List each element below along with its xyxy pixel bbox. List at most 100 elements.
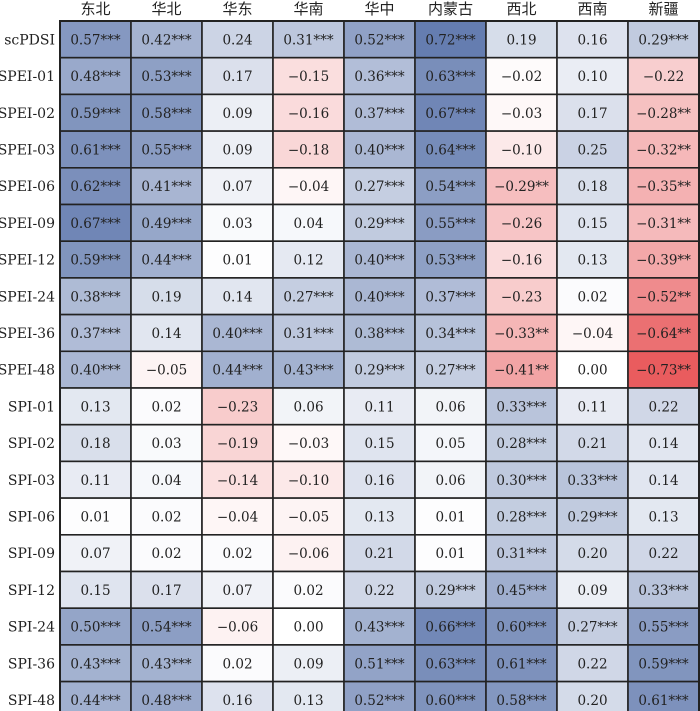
- cell-value: 0.06: [293, 399, 323, 415]
- heatmap-cell: [59, 93, 132, 132]
- cell-value: −0.10: [288, 473, 329, 489]
- heatmap-cell: [414, 607, 487, 646]
- column-header: 西北: [506, 0, 536, 18]
- cell-value: 0.60***: [425, 693, 476, 709]
- cell-value: −0.26: [501, 216, 542, 232]
- heatmap-cell: [130, 130, 203, 169]
- cell-value: 0.54***: [141, 620, 192, 636]
- cell-value: 0.25: [577, 142, 607, 158]
- cell-value: −0.23: [217, 399, 258, 415]
- row-label: SPI-36: [8, 656, 55, 672]
- cell-value: 0.63***: [425, 656, 476, 672]
- cell-value: 0.66***: [425, 620, 476, 636]
- heatmap-cell: [414, 497, 487, 536]
- cell-value: 0.21: [577, 436, 607, 452]
- row-label: SPEI-24: [0, 289, 55, 305]
- cell-value: 0.24: [222, 32, 252, 48]
- cell-value: 0.07: [222, 179, 252, 195]
- cell-value: 0.14: [648, 436, 678, 452]
- heatmap-cell: [556, 56, 629, 96]
- cell-value: 0.01: [435, 546, 465, 562]
- heatmap-cell: [343, 240, 416, 279]
- cell-value: 0.17: [151, 583, 181, 599]
- heatmap-cell: [627, 277, 700, 316]
- cell-value: −0.04: [217, 509, 258, 525]
- heatmap-cell: [556, 20, 629, 59]
- heatmap-cell: [556, 680, 629, 711]
- heatmap-cell: [414, 313, 487, 353]
- cell-value: 0.33***: [567, 473, 618, 489]
- cell-value: 0.22: [648, 546, 678, 562]
- cell-value: 0.09: [293, 656, 323, 672]
- cell-value: 0.30***: [496, 473, 547, 489]
- cell-value: −0.15: [288, 69, 329, 85]
- heatmap-cell: [556, 460, 629, 499]
- column-header: 华东: [222, 0, 252, 18]
- cell-value: 0.09: [577, 583, 607, 599]
- cell-value: −0.04: [572, 326, 613, 342]
- heatmap-cell: [485, 240, 558, 279]
- cell-value: 0.53***: [425, 253, 476, 269]
- row-label: SPI-12: [8, 583, 55, 599]
- cell-value: 0.52***: [354, 693, 405, 709]
- cell-value: 0.17: [577, 106, 607, 122]
- cell-value: 0.16: [222, 693, 252, 709]
- cell-value: 0.28***: [496, 436, 547, 452]
- heatmap-cell: [59, 167, 132, 206]
- cell-value: 0.02: [577, 289, 607, 305]
- cell-value: 0.12: [293, 253, 323, 269]
- column-header: 东北: [80, 0, 110, 18]
- cell-value: 0.09: [222, 142, 252, 158]
- heatmap-cell: [485, 350, 558, 389]
- row-label: SPEI-09: [0, 216, 55, 232]
- cell-value: −0.52**: [636, 289, 691, 305]
- row-label: SPEI-02: [0, 106, 55, 122]
- cell-value: 0.18: [80, 436, 110, 452]
- cell-value: 0.59***: [70, 106, 121, 122]
- cell-value: −0.02: [501, 69, 542, 85]
- cell-value: 0.29***: [425, 583, 476, 599]
- heatmap-cell: [272, 680, 345, 711]
- cell-value: −0.28**: [636, 106, 691, 122]
- row-label: SPEI-36: [0, 326, 55, 342]
- cell-value: −0.05: [288, 509, 329, 525]
- cell-value: 0.61***: [496, 656, 547, 672]
- cell-value: 0.11: [364, 399, 394, 415]
- cell-value: 0.40***: [212, 326, 263, 342]
- cell-value: 0.72***: [425, 32, 476, 48]
- heatmap-cell: [130, 20, 203, 59]
- cell-value: 0.11: [577, 399, 607, 415]
- cell-value: 0.48***: [70, 69, 121, 85]
- cell-value: 0.11: [80, 473, 110, 489]
- heatmap-cell: [343, 56, 416, 96]
- cell-value: 0.02: [151, 399, 181, 415]
- cell-value: −0.06: [288, 546, 329, 562]
- cell-value: 0.31***: [283, 32, 334, 48]
- heatmap-cell: [130, 460, 203, 499]
- row-label: SPEI-48: [0, 363, 55, 379]
- row-label: SPI-48: [8, 693, 55, 709]
- heatmap-cell: [627, 644, 700, 683]
- heatmap-cell: [201, 203, 274, 243]
- cell-value: −0.39**: [636, 253, 691, 269]
- cell-value: 0.38***: [70, 289, 121, 305]
- cell-value: 0.53***: [141, 69, 192, 85]
- cell-value: −0.04: [288, 179, 329, 195]
- cell-value: 0.63***: [425, 69, 476, 85]
- cell-value: 0.04: [151, 473, 181, 489]
- cell-value: 0.38***: [354, 326, 405, 342]
- heatmap-cell: [201, 56, 274, 96]
- cell-value: 0.31***: [496, 546, 547, 562]
- cell-value: 0.04: [293, 216, 323, 232]
- cell-value: 0.31***: [283, 326, 334, 342]
- cell-value: 0.42***: [141, 32, 192, 48]
- heatmap-cell: [627, 130, 700, 169]
- cell-value: 0.20: [577, 693, 607, 709]
- cell-value: 0.14: [648, 473, 678, 489]
- heatmap-cell: [59, 607, 132, 646]
- heatmap-border: [59, 20, 700, 711]
- cell-value: 0.29***: [567, 509, 618, 525]
- row-label: SPI-06: [8, 509, 55, 525]
- heatmap-cell: [201, 93, 274, 132]
- cell-value: 0.41***: [141, 179, 192, 195]
